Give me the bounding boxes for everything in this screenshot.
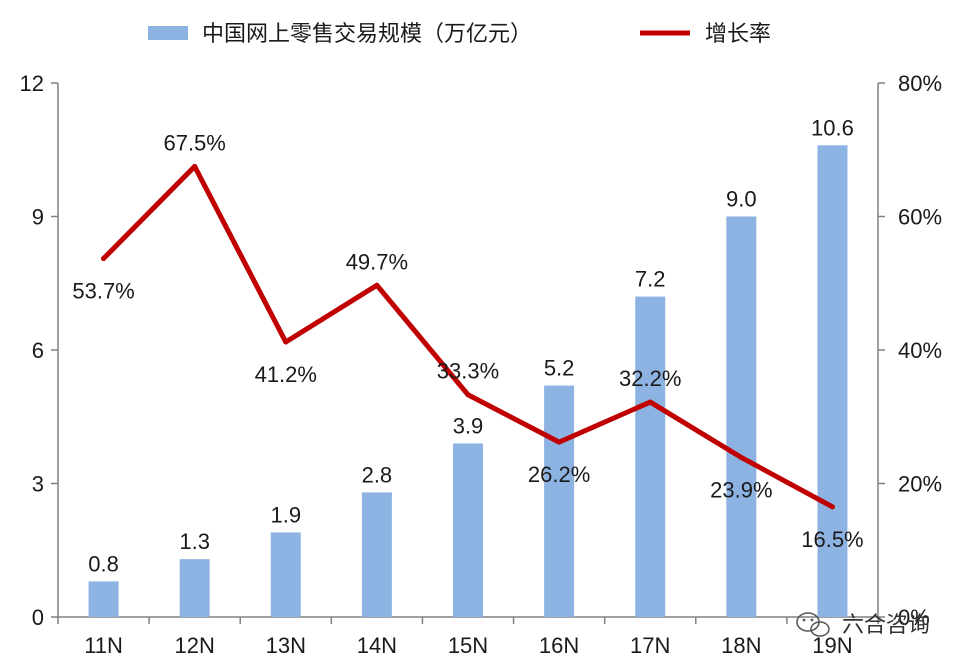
line-data-label: 41.2% — [255, 362, 317, 387]
x-tick-label: 14N — [357, 633, 397, 658]
line-point — [556, 439, 562, 445]
line-point — [465, 392, 471, 398]
right-tick-label: 40% — [898, 338, 942, 363]
bar — [635, 296, 666, 617]
left-tick-label: 9 — [32, 205, 44, 230]
watermark: 六合咨询 — [796, 612, 930, 638]
bar — [544, 385, 575, 617]
x-tick-label: 13N — [266, 633, 306, 658]
legend-line-label: 增长率 — [705, 22, 771, 47]
wechat-icon — [796, 612, 830, 637]
x-tick-label: 19N — [812, 633, 852, 658]
line-point — [101, 256, 107, 262]
line-series — [101, 163, 835, 510]
right-tick-label: 80% — [898, 71, 942, 96]
line-point — [829, 504, 835, 510]
watermark-text: 六合咨询 — [842, 613, 930, 638]
line-data-labels: 53.7% 67.5% 41.2% 49.7% 33.3% 26.2% 32.2% 23.9%… — [72, 130, 863, 551]
line-data-label: 26.2% — [528, 462, 590, 487]
line-data-label: 53.7% — [72, 279, 134, 304]
x-tick-label: 15N — [448, 633, 488, 658]
line-data-label: 67.5% — [163, 130, 225, 155]
bar-data-label: 5.2 — [544, 356, 575, 381]
right-tick-label: 20% — [898, 472, 942, 497]
left-tick-label: 3 — [32, 472, 44, 497]
bar — [179, 559, 210, 617]
bar — [817, 145, 848, 618]
bar — [270, 532, 301, 617]
bar — [88, 581, 119, 617]
bar-data-label: 7.2 — [635, 267, 666, 292]
bar-data-label: 2.8 — [362, 462, 393, 487]
legend-bar-swatch — [148, 26, 188, 40]
bar-data-label: 10.6 — [811, 115, 854, 140]
legend-bar-label: 中国网上零售交易规模（万亿元） — [202, 22, 532, 47]
x-tick-label: 11N — [84, 633, 123, 658]
x-axis-ticks: 11N 12N 13N 14N 15N 16N 17N 18N 19N — [57, 617, 879, 658]
left-tick-label: 6 — [32, 338, 44, 363]
right-tick-label: 60% — [898, 205, 942, 230]
left-tick-label: 0 — [32, 605, 44, 630]
line-data-label: 33.3% — [437, 359, 499, 384]
bar — [361, 492, 392, 617]
line-point — [192, 163, 198, 169]
line-point — [738, 454, 744, 460]
line-point — [283, 339, 289, 345]
x-tick-label: 16N — [539, 633, 579, 658]
line-data-label: 16.5% — [801, 527, 863, 552]
bar — [726, 216, 757, 617]
bar-series — [88, 145, 848, 618]
legend: 中国网上零售交易规模（万亿元） 增长率 — [148, 22, 771, 47]
bar — [453, 443, 483, 617]
line-data-label: 32.2% — [619, 366, 681, 391]
line-data-label: 49.7% — [346, 249, 408, 274]
left-axis-ticks: 0 3 6 9 12 — [20, 71, 58, 630]
bar-data-labels: 0.8 1.3 1.9 2.8 3.9 5.2 7.2 9.0 10.6 — [88, 115, 854, 576]
right-tick-label: 0% — [898, 605, 930, 630]
x-tick-label: 17N — [630, 633, 670, 658]
bar-data-label: 0.8 — [88, 551, 119, 576]
line-point — [374, 282, 380, 288]
right-axis-ticks: 0% 20% 40% 60% 80% — [878, 71, 942, 630]
left-tick-label: 12 — [20, 71, 44, 96]
x-tick-label: 18N — [721, 633, 761, 658]
bar-data-label: 3.9 — [453, 413, 484, 438]
line-point — [647, 399, 653, 405]
bar-data-label: 9.0 — [726, 187, 757, 212]
bar-data-label: 1.9 — [270, 502, 301, 527]
bar-data-label: 1.3 — [179, 529, 210, 554]
line-data-label: 23.9% — [710, 477, 772, 502]
x-tick-label: 12N — [174, 633, 214, 658]
